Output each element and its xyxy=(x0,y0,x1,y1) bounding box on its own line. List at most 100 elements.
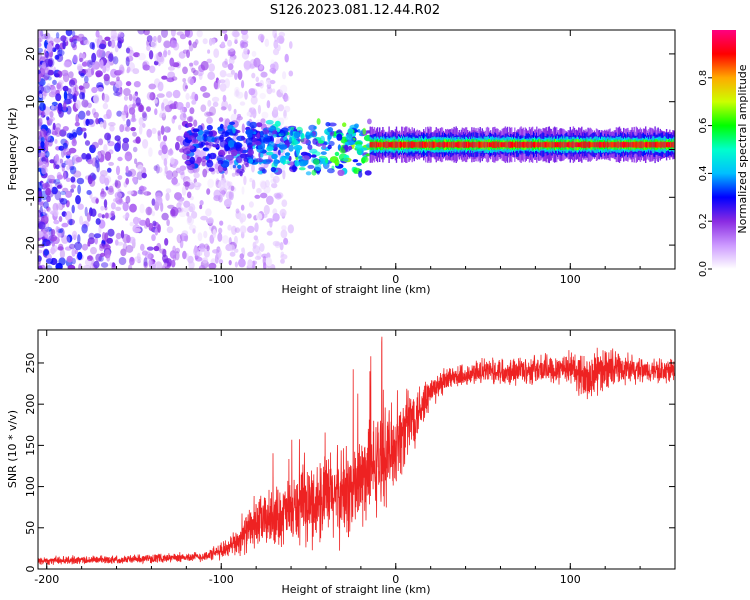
spectrogram-speckle xyxy=(169,208,176,217)
spectrogram-speckle xyxy=(132,131,137,137)
spectrogram-speckle xyxy=(129,203,137,213)
spectrogram-speckle xyxy=(224,33,228,42)
spectrogram-speckle xyxy=(132,216,140,225)
spectrogram-speckle xyxy=(46,83,51,91)
y-tick-label: 0 xyxy=(24,146,37,153)
spectrogram-carrier-cell xyxy=(524,141,526,148)
spectrogram-carrier-cell xyxy=(642,142,645,148)
spectrogram-speckle xyxy=(178,210,187,218)
spectrogram-speckle xyxy=(283,105,291,113)
spectrogram-speckle xyxy=(138,104,145,113)
spectrogram-carrier-cell xyxy=(388,142,390,148)
spectrogram-speckle xyxy=(287,224,294,234)
spectrogram-speckle xyxy=(188,203,196,213)
spectrogram-carrier-cell xyxy=(640,141,643,148)
spectrogram-speckle xyxy=(140,243,145,251)
spectrogram-carrier-cell xyxy=(594,142,597,148)
spectrogram-blob xyxy=(208,130,213,137)
spectrogram-speckle xyxy=(69,165,77,175)
spectrogram-speckle xyxy=(165,192,170,201)
spectrogram-speckle xyxy=(105,186,109,191)
spectrogram-speckle xyxy=(233,248,239,253)
spectrogram-speckle xyxy=(162,98,169,106)
spectrogram-carrier-cell xyxy=(404,141,406,148)
spectrogram-speckle xyxy=(54,139,58,144)
spectrogram-speckle xyxy=(89,144,96,154)
spectrogram-blob xyxy=(248,158,254,164)
spectrogram-speckle xyxy=(70,39,77,48)
spectrogram-speckle xyxy=(54,181,62,188)
spectrogram-speckle xyxy=(202,168,208,178)
spectrogram-blob xyxy=(327,144,332,150)
spectrogram-speckle xyxy=(154,227,159,236)
spectrogram-speckle xyxy=(84,206,88,217)
spectrogram-carrier-cell xyxy=(673,141,675,148)
spectrogram-speckle xyxy=(270,178,277,184)
spectrogram-speckle xyxy=(87,175,93,185)
spectrogram-speckle xyxy=(54,127,62,137)
spectrogram-carrier-cell xyxy=(458,141,460,148)
spectrogram-carrier-cell xyxy=(610,142,612,148)
spectrogram-carrier-cell xyxy=(614,142,616,148)
spectrogram-carrier-cell xyxy=(672,142,674,148)
spectrogram-carrier-cell xyxy=(415,142,418,148)
spectrogram-speckle xyxy=(148,83,156,90)
spectrogram-speckle xyxy=(81,152,87,160)
spectrogram-speckle xyxy=(213,189,221,199)
spectrogram-carrier-cell xyxy=(468,141,470,148)
spectrogram-speckle xyxy=(222,61,229,68)
spectrogram-speckle xyxy=(200,215,209,221)
spectrogram-speckle xyxy=(169,103,178,110)
spectrogram-carrier-cell xyxy=(561,142,563,148)
spectrogram-carrier-cell xyxy=(548,141,550,148)
spectrogram-speckle xyxy=(122,201,129,212)
spectrogram-carrier-cell xyxy=(461,142,464,148)
spectrogram-speckle xyxy=(257,104,261,115)
spectrogram-speckle xyxy=(279,84,288,94)
spectrogram-speckle xyxy=(151,127,157,134)
spectrogram-carrier-cell xyxy=(537,142,539,148)
spectrogram-speckle xyxy=(109,81,116,86)
spectrogram-speckle xyxy=(122,242,128,251)
spectrogram-blob xyxy=(321,144,327,150)
spectrogram-speckle xyxy=(135,136,141,144)
spectrogram-speckle xyxy=(141,172,147,179)
spectrogram-speckle xyxy=(125,56,130,67)
spectrogram-carrier-cell xyxy=(494,141,496,148)
spectrogram-blob xyxy=(254,140,262,146)
spectrogram-blob xyxy=(201,141,206,147)
spectrogram-speckle xyxy=(256,187,262,194)
spectrogram-blob xyxy=(208,142,214,147)
spectrogram-speckle xyxy=(112,56,119,65)
spectrogram-carrier-cell xyxy=(417,141,420,148)
spectrogram-blob xyxy=(328,140,335,147)
spectrogram-speckle xyxy=(103,199,108,208)
spectrogram-speckle xyxy=(85,110,91,116)
spectrogram-speckle xyxy=(289,41,293,49)
spectrogram-speckle xyxy=(219,83,227,92)
spectrogram-speckle xyxy=(117,156,123,162)
spectrogram-speckle xyxy=(130,127,136,132)
spectrogram-carrier-cell xyxy=(370,142,372,148)
spectrogram-carrier-cell xyxy=(416,142,419,148)
spectrogram-speckle xyxy=(133,228,142,233)
spectrogram-speckle xyxy=(252,260,256,269)
spectrogram-speckle xyxy=(125,165,129,174)
spectrogram-speckle xyxy=(249,177,253,183)
y-tick-label: -10 xyxy=(24,188,37,206)
spectrogram-carrier-cell xyxy=(530,141,533,149)
spectrogram-speckle xyxy=(41,229,50,238)
spectrogram-speckle xyxy=(72,95,76,101)
spectrogram-speckle xyxy=(203,250,210,258)
spectrogram-speckle xyxy=(91,157,98,167)
spectrogram-speckle xyxy=(161,30,168,38)
spectrogram-speckle xyxy=(149,261,156,269)
spectrogram-speckle xyxy=(59,198,68,205)
spectrogram-blob xyxy=(256,132,261,139)
spectrogram-speckle xyxy=(67,218,75,226)
spectrogram-blob xyxy=(262,159,271,165)
spectrogram-speckle xyxy=(251,72,256,79)
spectrogram-speckle xyxy=(118,257,127,265)
spectrogram-speckle xyxy=(65,177,71,182)
spectrogram-speckle xyxy=(38,84,44,94)
